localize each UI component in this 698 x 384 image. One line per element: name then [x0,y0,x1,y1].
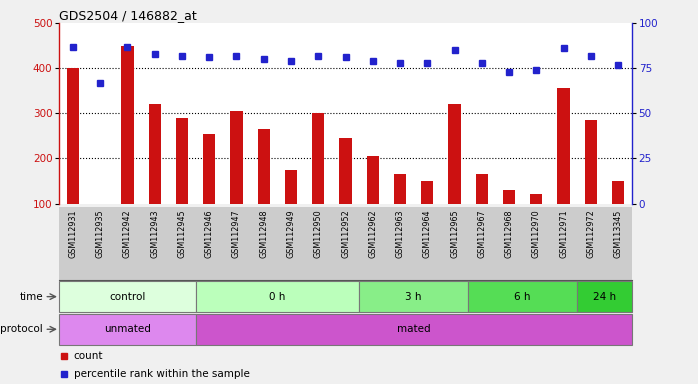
Bar [530,194,542,204]
Bar [258,129,270,204]
Bar [475,174,488,204]
Text: GSM112942: GSM112942 [123,210,132,258]
Text: GSM112962: GSM112962 [369,210,377,258]
Bar [59,281,195,312]
Text: GSM112947: GSM112947 [232,210,241,258]
Text: GSM113345: GSM113345 [614,210,623,258]
Bar [366,156,379,204]
Text: GSM112964: GSM112964 [423,210,432,258]
Text: GSM112972: GSM112972 [586,210,595,258]
Text: GDS2504 / 146882_at: GDS2504 / 146882_at [59,9,197,22]
Text: GSM112948: GSM112948 [259,210,268,258]
Bar [230,111,243,204]
Text: GSM112935: GSM112935 [96,210,105,258]
Bar [195,281,359,312]
Bar [612,181,624,204]
Bar [149,104,161,204]
Bar [585,120,597,204]
Text: GSM112970: GSM112970 [532,210,541,258]
Bar [421,181,433,204]
Text: GSM112950: GSM112950 [314,210,322,258]
Text: GSM112931: GSM112931 [68,210,77,258]
Text: unmated: unmated [104,324,151,334]
Text: GSM112949: GSM112949 [286,210,295,258]
Text: percentile rank within the sample: percentile rank within the sample [74,369,249,379]
Text: GSM112946: GSM112946 [205,210,214,258]
Bar [176,118,188,204]
Text: protocol: protocol [0,324,43,334]
Text: GSM112952: GSM112952 [341,210,350,258]
Text: GSM112943: GSM112943 [150,210,159,258]
Bar [558,88,570,204]
Text: 3 h: 3 h [406,291,422,302]
Bar [67,68,79,204]
Text: GSM112963: GSM112963 [396,210,405,258]
Bar [121,46,133,204]
Text: 0 h: 0 h [269,291,285,302]
Bar [312,113,325,204]
Bar [394,174,406,204]
Text: GSM112968: GSM112968 [505,210,514,258]
Bar [503,190,515,204]
Text: GSM112945: GSM112945 [177,210,186,258]
Bar [359,281,468,312]
Text: time: time [20,291,43,302]
Text: mated: mated [397,324,431,334]
Bar [577,281,632,312]
Bar [203,134,216,204]
Text: 24 h: 24 h [593,291,616,302]
Bar [339,138,352,204]
Bar [285,170,297,204]
Bar [195,314,632,345]
Text: control: control [110,291,146,302]
Bar [468,281,577,312]
Bar [448,104,461,204]
Text: count: count [74,351,103,361]
Text: GSM112965: GSM112965 [450,210,459,258]
Text: GSM112967: GSM112967 [477,210,487,258]
Bar [59,314,195,345]
Text: 6 h: 6 h [514,291,531,302]
Text: GSM112971: GSM112971 [559,210,568,258]
